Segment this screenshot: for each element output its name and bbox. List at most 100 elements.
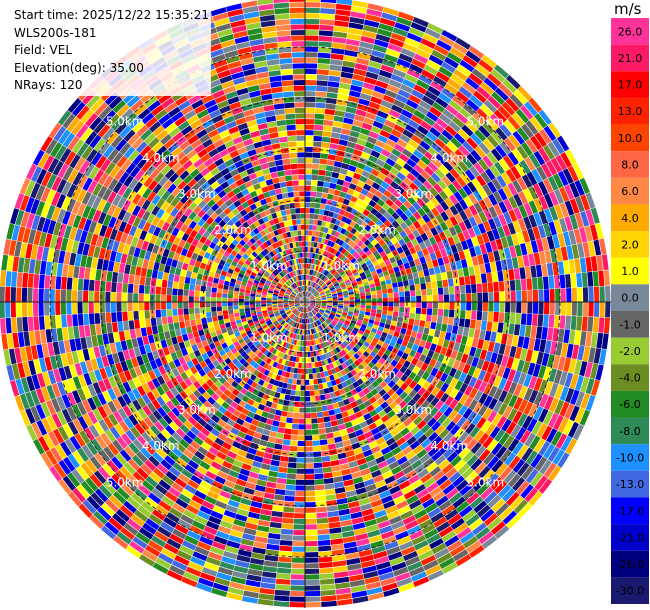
velocity-gate xyxy=(371,302,377,306)
velocity-gate xyxy=(279,416,287,423)
velocity-gate xyxy=(94,313,101,325)
velocity-gate xyxy=(144,293,150,302)
velocity-gate xyxy=(105,312,112,323)
velocity-gate xyxy=(84,325,91,337)
velocity-gate xyxy=(432,302,438,309)
velocity-gate xyxy=(347,95,360,104)
velocity-gate xyxy=(78,325,86,338)
velocity-gate xyxy=(355,277,362,282)
velocity-gate xyxy=(498,312,505,323)
velocity-gate xyxy=(315,297,321,300)
velocity-gate xyxy=(388,297,394,302)
velocity-gate xyxy=(317,63,330,70)
velocity-gate xyxy=(396,276,403,283)
velocity-gate xyxy=(563,329,570,344)
velocity-gate xyxy=(395,225,404,234)
velocity-gate xyxy=(118,331,126,342)
velocity-gate xyxy=(525,120,539,135)
velocity-gate xyxy=(362,246,370,253)
velocity-gate xyxy=(559,315,566,329)
velocity-gate xyxy=(271,510,283,518)
velocity-gate xyxy=(321,275,326,281)
velocity-gate xyxy=(315,277,319,283)
velocity-gate xyxy=(396,16,413,27)
velocity-gate xyxy=(305,446,313,452)
velocity-gate xyxy=(116,302,122,312)
velocity-gate xyxy=(305,463,314,469)
velocity-gate xyxy=(320,255,326,262)
velocity-gate xyxy=(448,120,461,133)
velocity-gate xyxy=(326,193,334,200)
velocity-gate xyxy=(500,333,508,345)
velocity-gate xyxy=(323,181,331,188)
velocity-gate xyxy=(446,270,453,280)
velocity-gate xyxy=(314,284,319,290)
velocity-gate xyxy=(364,232,372,239)
velocity-gate xyxy=(327,259,332,265)
velocity-gate xyxy=(543,193,554,208)
velocity-gate xyxy=(476,86,491,100)
velocity-gate xyxy=(147,334,155,344)
velocity-gate xyxy=(412,271,419,279)
velocity-gate xyxy=(206,316,213,323)
velocity-gate xyxy=(479,329,486,340)
velocity-gate xyxy=(408,260,416,268)
velocity-gate xyxy=(355,198,363,206)
velocity-gate xyxy=(478,211,488,223)
velocity-gate xyxy=(342,180,351,188)
velocity-gate xyxy=(492,191,503,204)
velocity-gate xyxy=(336,290,343,294)
velocity-gate xyxy=(94,291,100,302)
velocity-gate xyxy=(311,282,315,288)
velocity-gate xyxy=(313,219,318,226)
velocity-gate xyxy=(365,272,372,278)
velocity-gate xyxy=(352,119,363,128)
velocity-gate xyxy=(529,116,543,132)
velocity-gate xyxy=(535,264,543,278)
velocity-gate xyxy=(439,113,452,125)
velocity-gate xyxy=(172,308,178,316)
velocity-gate xyxy=(406,254,414,262)
velocity-gate xyxy=(296,457,305,463)
velocity-gate xyxy=(499,291,505,302)
velocity-gate xyxy=(441,175,452,187)
velocity-gate xyxy=(538,289,544,302)
velocity-gate xyxy=(305,299,310,302)
velocity-gate xyxy=(279,393,286,400)
velocity-gate xyxy=(450,73,465,86)
velocity-gate xyxy=(320,274,325,280)
velocity-gate xyxy=(598,270,605,287)
velocity-gate xyxy=(216,297,222,302)
velocity-gate xyxy=(357,180,366,188)
velocity-gate xyxy=(344,193,353,201)
velocity-gate xyxy=(509,279,516,291)
velocity-gate xyxy=(291,429,299,435)
velocity-gate xyxy=(556,135,570,152)
velocity-gate xyxy=(287,378,293,384)
velocity-gate xyxy=(472,225,481,236)
velocity-gate xyxy=(282,517,294,524)
velocity-gate xyxy=(323,125,333,132)
velocity-gate xyxy=(326,265,331,271)
velocity-gate xyxy=(324,176,332,183)
velocity-gate xyxy=(582,287,589,302)
velocity-gate xyxy=(330,459,340,467)
velocity-gate xyxy=(449,302,455,310)
velocity-gate xyxy=(305,490,316,497)
velocity-gate xyxy=(479,103,494,117)
velocity-gate xyxy=(173,322,180,330)
velocity-gate xyxy=(322,284,327,289)
velocity-gate xyxy=(317,279,321,284)
velocity-gate xyxy=(283,506,295,513)
velocity-gate xyxy=(350,177,359,186)
velocity-gate xyxy=(338,239,344,246)
velocity-gate xyxy=(398,153,410,163)
velocity-gate xyxy=(321,600,337,607)
velocity-gate xyxy=(417,270,425,278)
velocity-gate xyxy=(161,316,168,325)
velocity-gate xyxy=(327,246,333,253)
velocity-gate xyxy=(344,259,350,265)
velocity-gate xyxy=(426,308,433,316)
velocity-gate xyxy=(332,430,341,438)
velocity-gate xyxy=(172,315,179,323)
